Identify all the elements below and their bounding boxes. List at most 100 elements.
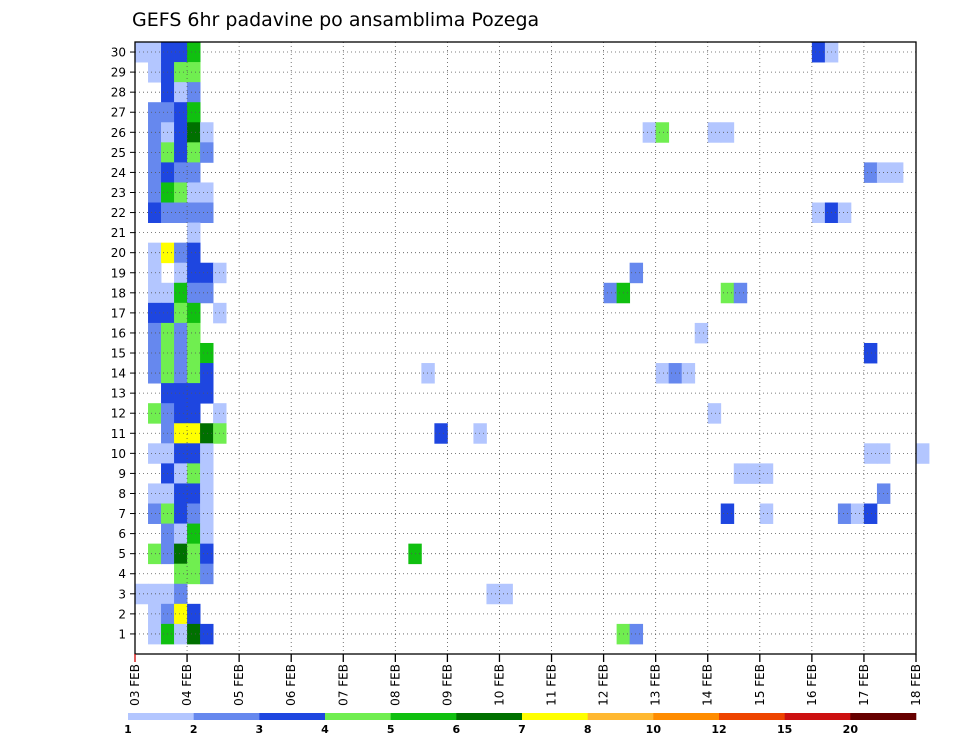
cell-m19-s5 xyxy=(200,262,214,284)
cell-m7-s48 xyxy=(759,503,774,524)
cell-m15-s4 xyxy=(187,342,201,364)
cell-m9-s46 xyxy=(733,463,748,484)
y-tick-label-15: 15 xyxy=(111,347,126,361)
cell-m14-s40 xyxy=(655,363,670,384)
cell-m30-s52 xyxy=(811,42,826,63)
cell-m30-s4 xyxy=(187,42,201,63)
y-tick-label-21: 21 xyxy=(111,226,126,240)
x-tick-label-1: 04 FEB xyxy=(180,664,194,706)
cell-m28-s4 xyxy=(187,82,201,103)
cell-m24-s58 xyxy=(889,162,904,183)
cell-m18-s36 xyxy=(603,282,618,304)
y-tick-label-28: 28 xyxy=(111,86,126,100)
legend-label-11: 20 xyxy=(843,723,859,736)
y-tick-label-12: 12 xyxy=(111,407,126,421)
y-tick-label-30: 30 xyxy=(111,46,126,60)
cell-m10-s4 xyxy=(187,443,201,464)
cell-m4-s3 xyxy=(174,563,188,585)
y-tick-label-25: 25 xyxy=(111,146,126,160)
legend-label-5: 6 xyxy=(453,723,461,736)
cell-m1-s38 xyxy=(629,623,644,645)
x-tick-label-6: 09 FEB xyxy=(440,664,454,706)
cell-m30-s3 xyxy=(174,42,188,63)
x-tick-label-8: 11 FEB xyxy=(545,664,559,706)
y-tick-label-18: 18 xyxy=(111,286,126,300)
cell-m12-s44 xyxy=(707,403,722,424)
cell-m4-s4 xyxy=(187,563,201,585)
cell-m1-s1 xyxy=(148,623,162,645)
cell-m13-s3 xyxy=(174,383,188,404)
cell-m14-s4 xyxy=(187,363,201,384)
x-tick-label-0: 03 FEB xyxy=(128,664,142,706)
legend-swatch-7 xyxy=(587,713,654,720)
x-tick-label-13: 16 FEB xyxy=(805,664,819,706)
x-axis: 03 FEB 04 FEB 05 FEB 06 FEB 07 FEB 08 FEB 09 F… xyxy=(128,654,923,706)
y-tick-label-14: 14 xyxy=(111,367,126,381)
cell-m3-s27 xyxy=(486,583,500,605)
cell-m25-s1 xyxy=(148,142,162,163)
cell-m14-s3 xyxy=(174,363,188,384)
legend-label-6: 7 xyxy=(518,723,526,736)
cell-m7-s56 xyxy=(863,503,878,524)
cell-m10-s60 xyxy=(916,443,930,464)
y-tick-label-8: 8 xyxy=(118,487,126,501)
cell-m29-s4 xyxy=(187,62,201,83)
y-tick-label-11: 11 xyxy=(111,427,126,441)
cell-m1-s4 xyxy=(187,623,201,645)
cell-m12-s3 xyxy=(174,403,188,424)
x-tick-label-7: 10 FEB xyxy=(492,664,506,706)
cell-m18-s5 xyxy=(200,282,214,304)
cell-m18-s1 xyxy=(148,282,162,304)
cell-m22-s5 xyxy=(200,202,214,223)
y-tick-label-20: 20 xyxy=(111,246,126,260)
cell-m7-s1 xyxy=(148,503,162,524)
y-tick-label-19: 19 xyxy=(111,266,126,280)
legend-label-7: 8 xyxy=(584,723,592,736)
y-tick-label-29: 29 xyxy=(111,66,126,80)
cell-m19-s38 xyxy=(629,262,644,284)
cell-m27-s1 xyxy=(148,102,162,123)
cell-m24-s56 xyxy=(863,162,878,183)
cell-m26-s5 xyxy=(200,122,214,143)
y-tick-label-24: 24 xyxy=(111,166,126,180)
x-tick-label-3: 06 FEB xyxy=(284,664,298,706)
legend-label-3: 4 xyxy=(321,723,329,736)
legend-label-0: 1 xyxy=(124,723,132,736)
cell-m26-s44 xyxy=(707,122,722,143)
cell-m20-s1 xyxy=(148,242,162,264)
cell-m10-s5 xyxy=(200,443,214,464)
cell-m18-s46 xyxy=(733,282,748,304)
x-tick-label-11: 14 FEB xyxy=(701,664,715,706)
cell-m19-s4 xyxy=(187,262,201,284)
cell-m8-s3 xyxy=(174,483,188,504)
cell-m1-s3 xyxy=(174,623,188,645)
y-tick-label-16: 16 xyxy=(111,326,126,340)
legend-swatch-8 xyxy=(653,713,720,720)
cell-m26-s39 xyxy=(642,122,657,143)
cell-m30-s1 xyxy=(148,42,162,63)
cell-m15-s5 xyxy=(200,342,214,364)
cell-m23-s4 xyxy=(187,182,201,203)
legend-swatch-1 xyxy=(193,713,260,720)
cell-m27-s4 xyxy=(187,102,201,123)
cell-m2-s4 xyxy=(187,603,201,625)
cell-m5-s5 xyxy=(200,543,214,565)
cell-m6-s4 xyxy=(187,523,201,545)
y-tick-label-9: 9 xyxy=(118,467,126,481)
cell-m11-s5 xyxy=(200,423,214,444)
cell-m9-s4 xyxy=(187,463,201,484)
cell-m3-s0 xyxy=(135,583,149,605)
cell-m25-s5 xyxy=(200,142,214,163)
cell-m24-s4 xyxy=(187,162,201,183)
cell-m3-s28 xyxy=(499,583,513,605)
cell-m16-s43 xyxy=(694,322,709,344)
x-tick-label-14: 17 FEB xyxy=(857,664,871,706)
y-tick-label-3: 3 xyxy=(118,587,126,601)
y-tick-label-4: 4 xyxy=(118,567,126,581)
legend-swatch-4 xyxy=(390,713,457,720)
cell-m22-s54 xyxy=(837,202,852,223)
cell-m10-s56 xyxy=(863,443,878,464)
color-legend: 1 2 3 4 5 6 7 8 10 12 15 20 xyxy=(124,713,917,736)
legend-label-10: 15 xyxy=(777,723,792,736)
